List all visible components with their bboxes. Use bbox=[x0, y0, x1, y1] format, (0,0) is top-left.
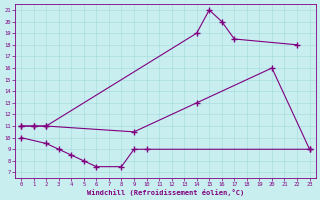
X-axis label: Windchill (Refroidissement éolien,°C): Windchill (Refroidissement éolien,°C) bbox=[87, 189, 244, 196]
